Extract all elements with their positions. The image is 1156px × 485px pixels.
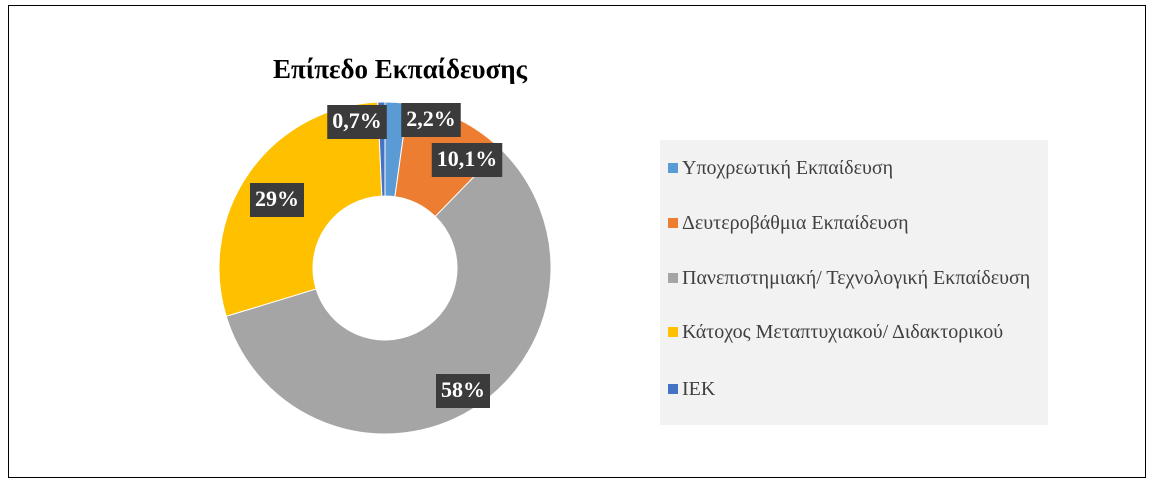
legend-swatch <box>668 327 678 337</box>
legend-swatch <box>668 163 678 173</box>
frame <box>8 5 1146 478</box>
legend-label: Κάτοχος Μεταπτυχιακού/ Διδακτορικού <box>682 321 1004 343</box>
data-label: 10,1% <box>437 146 498 171</box>
legend-label: ΙΕΚ <box>682 378 716 400</box>
data-label-box <box>436 374 490 408</box>
data-label: 2,2% <box>406 106 456 131</box>
data-label-box <box>431 143 503 177</box>
chart-title: Επίπεδο Εκπαίδευσης <box>273 54 528 84</box>
donut-segment <box>225 148 552 435</box>
legend: Υποχρεωτική Εκπαίδευση Δευτεροβάθμια Εκπα… <box>660 140 1048 425</box>
data-label: 58% <box>441 377 485 402</box>
data-label: 29% <box>255 186 299 211</box>
legend-entry: ΙΕΚ <box>668 378 1052 400</box>
data-label-box <box>401 103 461 137</box>
legend-entry: Υποχρεωτική Εκπαίδευση <box>668 157 1052 179</box>
legend-label: Δευτεροβάθμια Εκπαίδευση <box>682 212 909 234</box>
data-label-box <box>250 183 304 217</box>
data-label-box <box>327 105 387 139</box>
legend-swatch <box>668 218 678 228</box>
legend-entry: Δευτεροβάθμια Εκπαίδευση <box>668 212 1052 234</box>
legend-swatch <box>668 273 678 283</box>
data-label: 0,7% <box>332 108 382 133</box>
legend-label: Υποχρεωτική Εκπαίδευση <box>682 157 894 179</box>
legend-entry: Πανεπιστημιακή/ Τεχνολογική Εκπαίδευση <box>668 267 1052 289</box>
legend-label: Πανεπιστημιακή/ Τεχνολογική Εκπαίδευση <box>682 267 1031 289</box>
legend-swatch <box>668 384 678 394</box>
legend-entry: Κάτοχος Μεταπτυχιακού/ Διδακτορικού <box>668 321 1052 343</box>
